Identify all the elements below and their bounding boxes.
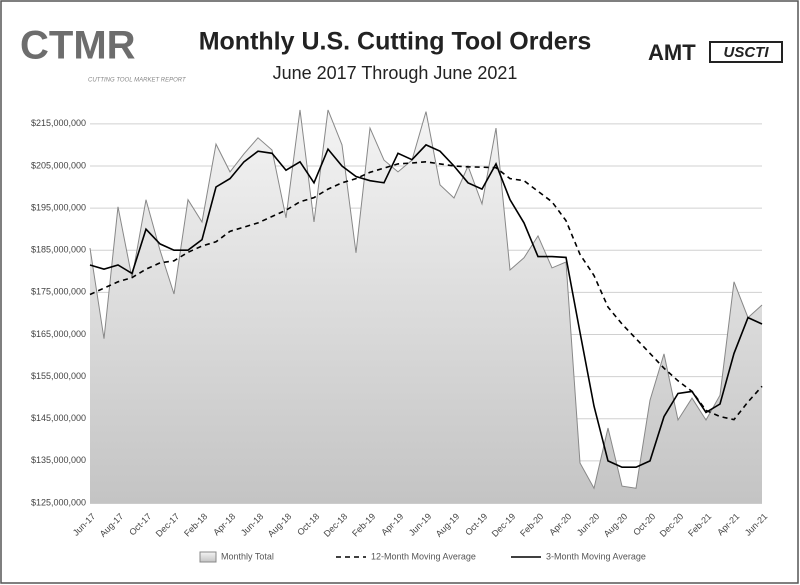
legend-swatch: [199, 551, 217, 563]
y-tick-label: $165,000,000: [31, 329, 86, 339]
logo-box: [709, 41, 783, 63]
chart-title: Monthly U.S. Cutting Tool Orders: [199, 28, 592, 56]
y-tick-label: $215,000,000: [31, 118, 86, 128]
y-tick-label: $135,000,000: [31, 455, 86, 465]
logo-subtext: CUTTING TOOL MARKET REPORT: [88, 78, 187, 84]
y-tick-label: $205,000,000: [31, 160, 86, 170]
legend-label: Monthly Total: [221, 551, 274, 561]
y-tick-label: $125,000,000: [31, 497, 86, 507]
y-tick-label: $155,000,000: [31, 371, 86, 381]
y-tick-label: $145,000,000: [31, 413, 86, 423]
area-fill: [90, 109, 762, 504]
logo: AMT: [648, 40, 696, 65]
chart-subtitle: June 2017 Through June 2021: [273, 63, 518, 83]
legend-label: 12-Month Moving Average: [371, 551, 476, 561]
logo: USCTI: [724, 44, 770, 61]
logo: CTMR: [20, 24, 136, 68]
area-outline: [89, 109, 763, 490]
y-tick-label: $175,000,000: [31, 287, 86, 297]
line: [89, 160, 763, 421]
y-tick-label: $195,000,000: [31, 202, 86, 212]
y-tick-label: $185,000,000: [31, 245, 86, 255]
line: [89, 143, 763, 468]
legend-label: 3-Month Moving Average: [546, 551, 646, 561]
